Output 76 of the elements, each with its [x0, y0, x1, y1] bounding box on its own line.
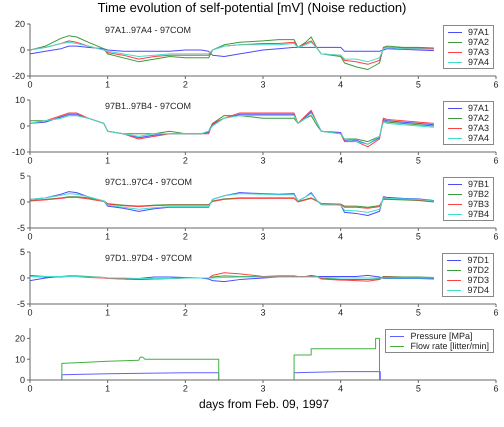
- annotation: 97A1..97A4 - 97COM: [105, 25, 192, 35]
- x-tick-label: 2: [182, 307, 188, 318]
- y-tick-label: 0: [20, 45, 25, 56]
- y-tick-label: 20: [14, 19, 25, 30]
- y-tick-label: 20: [14, 334, 25, 344]
- x-tick-label: 4: [338, 79, 344, 90]
- x-tick-label: 0: [27, 307, 33, 318]
- x-tick-label: 6: [493, 307, 499, 318]
- x-tick-label: 2: [182, 383, 188, 394]
- x-tick-label: 2: [182, 155, 188, 166]
- y-tick-label: 0: [20, 197, 25, 208]
- y-tick-label: -5: [16, 223, 25, 234]
- legend-label: 97A3: [468, 123, 489, 133]
- x-tick-label: 6: [493, 79, 499, 90]
- x-tick-label: 0: [27, 383, 33, 394]
- annotation: 97D1..97D4 - 97COM: [105, 253, 192, 263]
- x-tick-label: 1: [105, 155, 110, 166]
- x-tick-label: 4: [338, 231, 344, 242]
- x-tick-label: 5: [416, 307, 421, 318]
- legend-label: 97D4: [467, 285, 489, 295]
- legend-label: 97A1: [468, 27, 489, 37]
- x-tick-label: 5: [416, 231, 421, 242]
- y-tick-label: 0: [20, 121, 25, 132]
- y-tick-label: -10: [12, 147, 25, 158]
- x-tick-label: 1: [105, 307, 110, 318]
- x-tick-label: 1: [105, 383, 110, 394]
- x-tick-label: 5: [416, 383, 421, 394]
- x-axis-title: days from Feb. 09, 1997: [198, 396, 330, 412]
- legend-label: 97B4: [468, 209, 489, 219]
- legend-label: 97A1: [468, 103, 489, 113]
- x-tick-label: 6: [493, 383, 499, 394]
- line-series: [30, 35, 434, 70]
- x-tick-label: 5: [416, 79, 421, 90]
- legend-label: 97A2: [468, 37, 489, 47]
- x-tick-label: 4: [338, 155, 344, 166]
- x-tick-label: 3: [260, 79, 266, 90]
- x-tick-label: 3: [260, 307, 266, 318]
- y-tick-label: 0: [20, 273, 25, 284]
- legend-label: 97A4: [468, 133, 489, 143]
- y-tick-label: -5: [16, 299, 25, 310]
- legend-label: 97D3: [467, 275, 489, 285]
- y-tick-label: 10: [14, 354, 25, 364]
- legend-label: 97A2: [468, 113, 489, 123]
- legend-label: 97D2: [467, 265, 489, 275]
- x-tick-label: 1: [105, 79, 110, 90]
- x-tick-label: 6: [493, 231, 499, 242]
- x-tick-label: 4: [338, 383, 344, 394]
- x-tick-label: 3: [260, 383, 266, 394]
- legend-label: Flow rate [litter/min]: [410, 341, 489, 351]
- legend-label: 97D1: [467, 255, 489, 265]
- x-tick-label: 3: [260, 231, 266, 242]
- line-series: [30, 46, 434, 57]
- y-tick-label: -20: [12, 71, 25, 82]
- annotation: 97C1..97C4 - 97COM: [105, 177, 192, 187]
- x-tick-label: 3: [260, 155, 266, 166]
- x-tick-label: 2: [182, 79, 188, 90]
- y-tick-label: 10: [14, 95, 25, 106]
- annotation: 97B1..97B4 - 97COM: [105, 101, 192, 111]
- x-tick-label: 5: [416, 155, 421, 166]
- x-tick-label: 2: [182, 231, 188, 242]
- legend-label: 97A3: [468, 47, 489, 57]
- y-tick-label: 0: [20, 375, 25, 386]
- x-tick-label: 0: [27, 231, 33, 242]
- x-tick-label: 6: [493, 155, 499, 166]
- x-tick-label: 0: [27, 79, 33, 90]
- x-tick-label: 1: [105, 231, 110, 242]
- legend-label: 97A4: [468, 57, 489, 67]
- y-tick-label: 5: [20, 171, 25, 182]
- legend-label: 97B3: [468, 199, 489, 209]
- legend-label: 97B1: [468, 179, 489, 189]
- y-tick-label: 5: [20, 247, 25, 258]
- legend-label: Pressure [MPa]: [410, 331, 472, 341]
- x-tick-label: 4: [338, 307, 344, 318]
- x-tick-label: 0: [27, 155, 33, 166]
- chart-title: Time evolution of self-potential [mV] (Noise reduction): [96, 0, 408, 16]
- legend-label: 97B2: [468, 189, 489, 199]
